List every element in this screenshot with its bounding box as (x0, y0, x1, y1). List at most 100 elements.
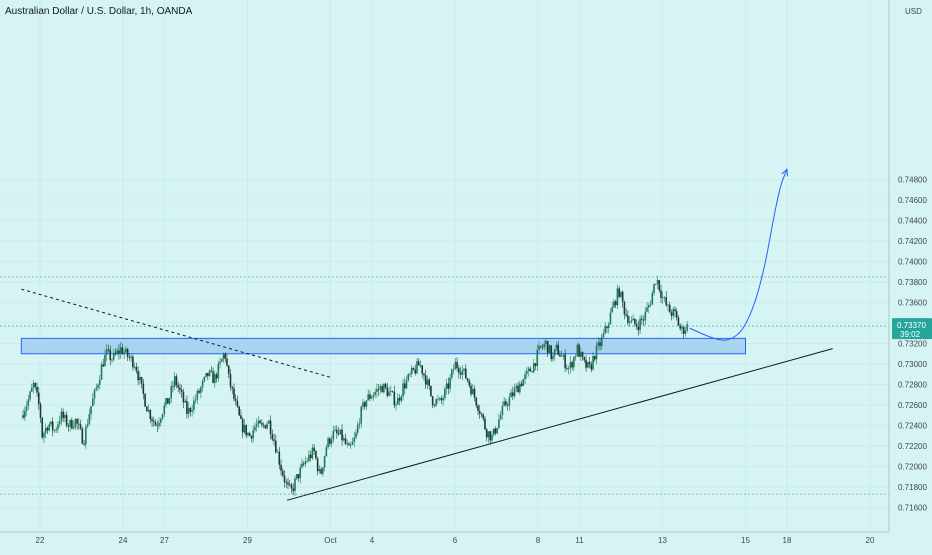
candle-body (395, 404, 397, 406)
candle-body (431, 396, 434, 406)
candle-body (447, 383, 450, 389)
price-tick-label: 0.73000 (898, 360, 927, 369)
candle-body (229, 373, 232, 387)
candle-body (341, 429, 343, 441)
candle-body (140, 376, 143, 384)
candle-body (414, 369, 417, 374)
candle-body (283, 475, 286, 483)
price-axis[interactable]: 0.71600 0.71800 0.72000 0.72200 0.72400 0.726… (898, 176, 927, 513)
candle-body (255, 424, 258, 427)
candle-body (165, 398, 167, 406)
candle-body (217, 363, 220, 379)
candle-body (27, 399, 30, 406)
candle-body (405, 380, 408, 389)
candle-body (240, 415, 242, 419)
candle-body (430, 385, 432, 397)
candle-body (241, 418, 244, 433)
price-tick-label: 0.74400 (898, 217, 927, 226)
candle-body (112, 352, 115, 360)
candle-body (571, 362, 573, 368)
candle-body (105, 349, 108, 355)
candle-body (236, 400, 239, 407)
candle-body (628, 321, 631, 323)
candle-body (189, 408, 192, 412)
candle-body (121, 347, 124, 355)
candle-body (252, 430, 254, 439)
candle-body (363, 402, 366, 407)
candle-body (599, 342, 601, 347)
candle-body (587, 361, 589, 368)
candle-body (222, 353, 225, 360)
candle-body (315, 450, 317, 459)
candle-body (513, 388, 516, 397)
candle-body (478, 411, 481, 414)
candle-body (213, 374, 216, 384)
candle-body (613, 301, 615, 308)
candle-body (506, 404, 509, 406)
candle-body (76, 418, 78, 424)
candle-body (367, 394, 369, 401)
candle-body (299, 467, 302, 479)
price-tick-label: 0.74800 (898, 176, 927, 185)
candle-body (172, 386, 174, 387)
candle-body (177, 385, 179, 388)
candle-body (543, 344, 546, 347)
candle-body (581, 351, 584, 358)
candle-body (325, 447, 328, 457)
candle-body (522, 379, 525, 386)
candle-body (611, 307, 614, 313)
candle-body (546, 340, 549, 353)
price-tick-label: 0.72400 (898, 422, 927, 431)
time-tick-label: Oct (324, 536, 337, 545)
candle-body (477, 405, 479, 412)
candle-body (184, 400, 186, 403)
candle-body (445, 383, 448, 389)
candle-body (369, 394, 371, 399)
candle-body (64, 414, 66, 419)
candle-body (397, 397, 399, 405)
candle-body (41, 417, 44, 438)
candle-body (111, 359, 113, 361)
candle-body (212, 371, 214, 384)
candle-body (616, 288, 619, 306)
candle-body (632, 318, 634, 321)
candle-body (231, 386, 234, 389)
price-tag-value: 0.73370 (897, 321, 926, 330)
candle-body (482, 414, 485, 419)
candle-body (358, 423, 361, 425)
candle-body (186, 400, 188, 414)
candle-body (564, 354, 566, 369)
candle-body (353, 437, 356, 442)
candle-body (374, 391, 376, 395)
candle-body (50, 421, 52, 425)
candle-body (620, 291, 622, 297)
candle-body (524, 374, 526, 380)
candle-body (266, 423, 268, 429)
candle-body (264, 425, 267, 429)
candle-body (125, 348, 127, 353)
candle-body (398, 397, 401, 401)
candle-body (97, 384, 99, 388)
candle-body (37, 392, 40, 405)
candle-body (67, 425, 70, 427)
candle-body (442, 398, 444, 401)
candle-body (175, 376, 178, 386)
candle-body (365, 400, 368, 407)
candle-body (182, 391, 185, 403)
candle-body (675, 311, 678, 318)
candle-body (681, 326, 683, 329)
candle-body (43, 432, 45, 438)
candle-body (682, 326, 685, 334)
candle-body (161, 414, 164, 419)
candle-body (485, 429, 488, 438)
candle-body (416, 361, 418, 374)
candle-body (393, 391, 396, 406)
candle-body (501, 405, 504, 416)
price-tick-label: 0.74000 (898, 258, 927, 267)
candle-body (428, 379, 430, 386)
time-axis[interactable]: 22 24 27 29 Oct 4 6 8 11 13 15 18 20 (36, 536, 875, 545)
candle-body (498, 419, 500, 428)
candle-body (85, 426, 87, 445)
